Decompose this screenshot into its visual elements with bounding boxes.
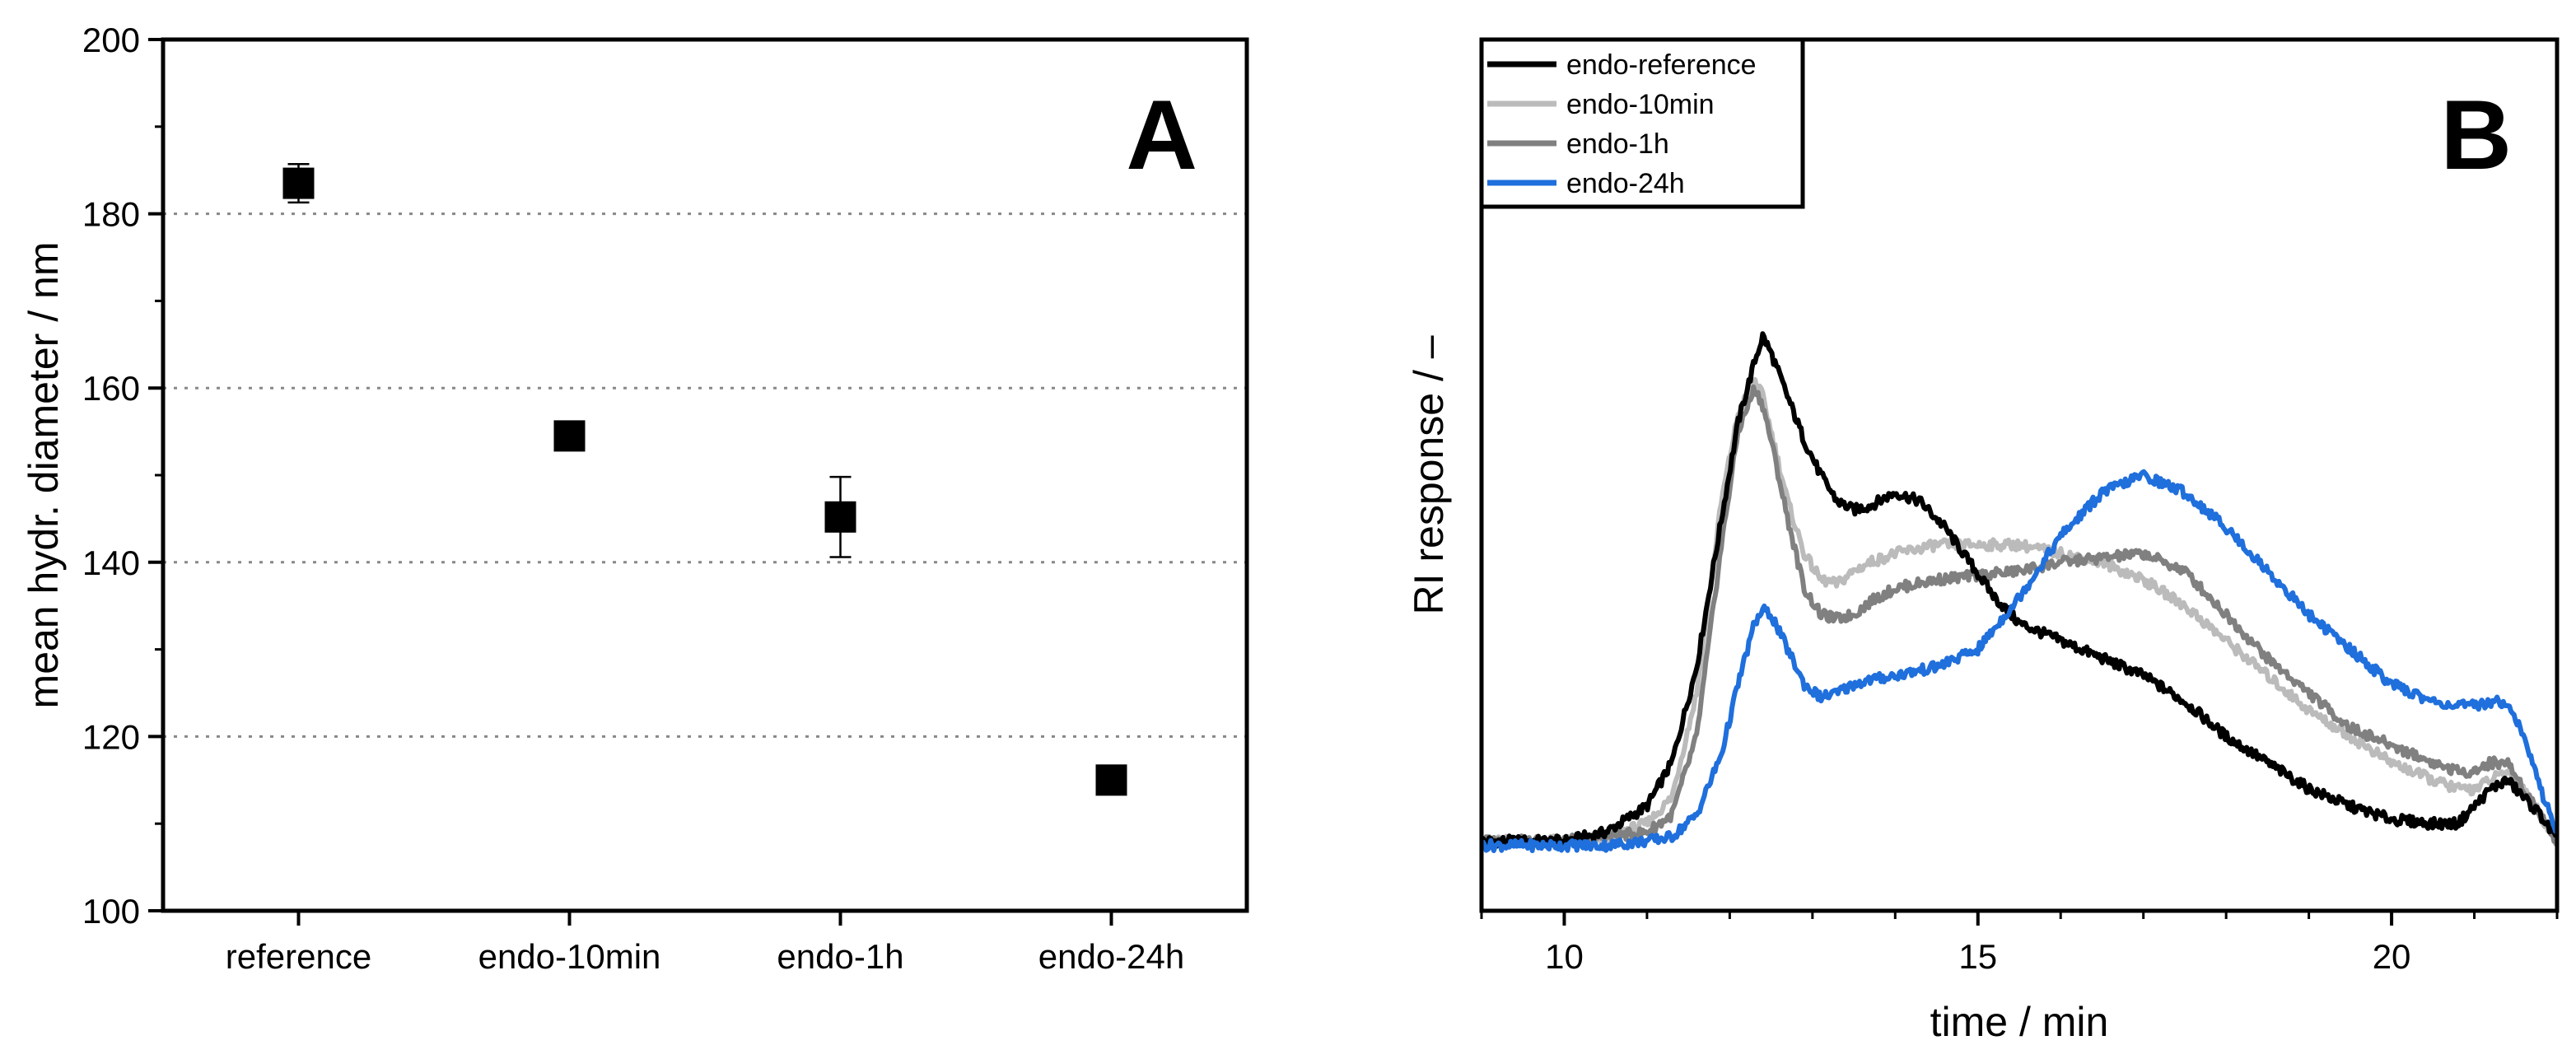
- series-line-endo-10min: [1482, 376, 2557, 849]
- data-point-reference: [282, 163, 315, 204]
- x-tick-label-reference: reference: [226, 937, 371, 976]
- series-line-endo-1h: [1482, 384, 2557, 849]
- marker-square-endo-24h: [1095, 764, 1127, 796]
- panel-a-gridlines: [163, 212, 1247, 738]
- panel-b-plot-frame: [1479, 37, 2560, 913]
- panel-a: 100 120 140 160 180 200 reference endo-10min en…: [21, 21, 1249, 976]
- panel-b-legend: endo-reference endo-10min endo-1h endo-2…: [1479, 37, 1805, 209]
- marker-square-reference: [282, 167, 315, 199]
- x-tick-label-endo-24h: endo-24h: [1038, 937, 1185, 976]
- panel-b: 10 15 20 B time / min RI response / – endo…: [1406, 37, 2560, 1045]
- data-point-endo-1h: [824, 475, 856, 558]
- panel-b-x-ticks: 10 15 20: [1480, 911, 2559, 976]
- legend-label-endo-24h: endo-24h: [1566, 168, 1685, 199]
- panel-a-x-ticks: reference endo-10min endo-1h endo-24h: [226, 911, 1184, 976]
- y-tick-label-160: 160: [82, 369, 140, 408]
- y-tick-label-100: 100: [82, 892, 140, 931]
- legend-label-endo-1h: endo-1h: [1566, 128, 1669, 160]
- panel-b-series-lines: [1482, 331, 2557, 853]
- legend-box: [1479, 37, 1805, 209]
- series-line-endo-24h: [1482, 469, 2557, 853]
- panel-b-x-axis-title: time / min: [1930, 999, 2109, 1045]
- panel-a-data-points: [282, 163, 1127, 796]
- data-point-endo-10min: [553, 420, 586, 452]
- panel-b-y-axis-title: RI response / –: [1406, 335, 1452, 614]
- panel-a-letter: A: [1126, 80, 1197, 190]
- y-tick-label-180: 180: [82, 195, 140, 234]
- panel-a-plot-frame: [161, 37, 1249, 913]
- x-tick-label-15: 15: [1958, 937, 1997, 976]
- data-point-endo-24h: [1095, 764, 1127, 796]
- legend-label-endo-10min: endo-10min: [1566, 89, 1715, 120]
- panel-b-letter: B: [2440, 80, 2512, 190]
- marker-square-endo-10min: [553, 420, 586, 452]
- x-tick-label-20: 20: [2373, 937, 2411, 976]
- panel-a-y-axis-title: mean hydr. diameter / nm: [21, 242, 67, 709]
- y-tick-label-140: 140: [82, 543, 140, 582]
- panel-a-y-ticks: 100 120 140 160 180 200: [82, 21, 163, 931]
- y-tick-label-120: 120: [82, 717, 140, 756]
- series-line-endo-reference: [1482, 331, 2557, 849]
- x-tick-label-endo-10min: endo-10min: [478, 937, 661, 976]
- x-tick-label-10: 10: [1545, 937, 1584, 976]
- y-tick-label-200: 200: [82, 21, 140, 59]
- marker-square-endo-1h: [824, 501, 856, 533]
- x-tick-label-endo-1h: endo-1h: [777, 937, 903, 976]
- legend-label-endo-reference: endo-reference: [1566, 49, 1757, 81]
